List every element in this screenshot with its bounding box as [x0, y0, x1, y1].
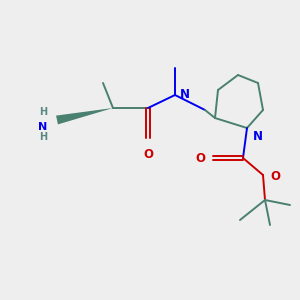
Text: H: H: [39, 107, 47, 117]
Text: N: N: [253, 130, 263, 143]
Text: O: O: [270, 170, 280, 184]
Text: O: O: [143, 148, 153, 161]
Text: H: H: [39, 132, 47, 142]
Text: O: O: [195, 152, 205, 166]
Polygon shape: [56, 108, 113, 124]
Text: N: N: [38, 122, 47, 132]
Text: N: N: [180, 88, 190, 101]
